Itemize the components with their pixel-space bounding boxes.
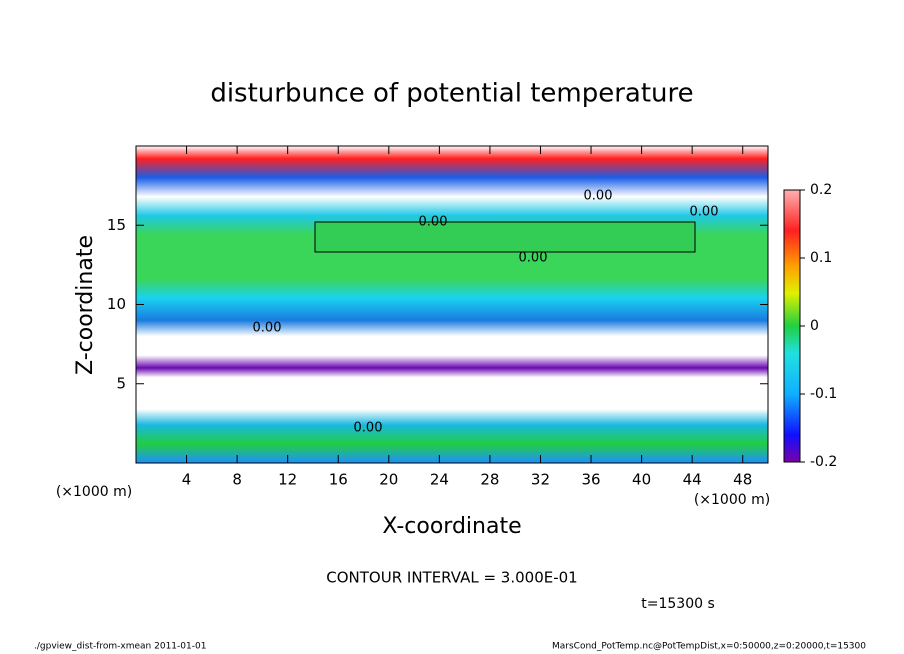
contour-label: 0.00 — [253, 321, 282, 336]
footer-right: MarsCond_PotTemp.nc@PotTempDist,x=0:5000… — [552, 642, 866, 652]
x-tick-label: 24 — [430, 471, 449, 489]
y-tick-label: 5 — [116, 374, 126, 392]
x-tick-label: 48 — [733, 471, 752, 489]
x-axis-label: X-coordinate — [382, 514, 521, 539]
time-note: t=15300 s — [641, 596, 715, 612]
contour-label: 0.00 — [584, 189, 613, 204]
x-unit: (×1000 m) — [694, 492, 770, 508]
x-tick-label: 32 — [531, 471, 550, 489]
y-axis-label: Z-coordinate — [73, 235, 98, 375]
contour — [314, 221, 696, 253]
contour-label: 0.00 — [519, 251, 548, 266]
x-tick-label: 12 — [278, 471, 297, 489]
field — [136, 146, 768, 463]
colorbar-tick-label: -0.1 — [810, 386, 837, 402]
x-tick-label: 8 — [232, 471, 242, 489]
x-tick-label: 44 — [683, 471, 702, 489]
colorbar-tick-label: -0.2 — [810, 454, 837, 470]
x-tick-label: 28 — [480, 471, 499, 489]
contour-note: CONTOUR INTERVAL = 3.000E-01 — [326, 569, 577, 587]
colorbar — [783, 189, 801, 463]
colorbar-tick-label: 0 — [810, 318, 819, 334]
x-tick-label: 4 — [182, 471, 192, 489]
chart-title: disturbunce of potential temperature — [210, 79, 693, 109]
contour-label: 0.00 — [690, 205, 719, 220]
x-tick-label: 16 — [329, 471, 348, 489]
y-unit: (×1000 m) — [56, 484, 132, 500]
footer-left: ./gpview_dist-from-xmean 2011-01-01 — [34, 642, 206, 652]
colorbar-tick-label: 0.2 — [810, 182, 832, 198]
colorbar-tick-label: 0.1 — [810, 250, 832, 266]
x-tick-label: 20 — [379, 471, 398, 489]
x-tick-label: 36 — [581, 471, 600, 489]
y-tick-label: 10 — [107, 295, 126, 313]
x-tick-label: 40 — [632, 471, 651, 489]
contour-label: 0.00 — [419, 215, 448, 230]
y-tick-label: 15 — [107, 216, 126, 234]
contour-label: 0.00 — [354, 421, 383, 436]
